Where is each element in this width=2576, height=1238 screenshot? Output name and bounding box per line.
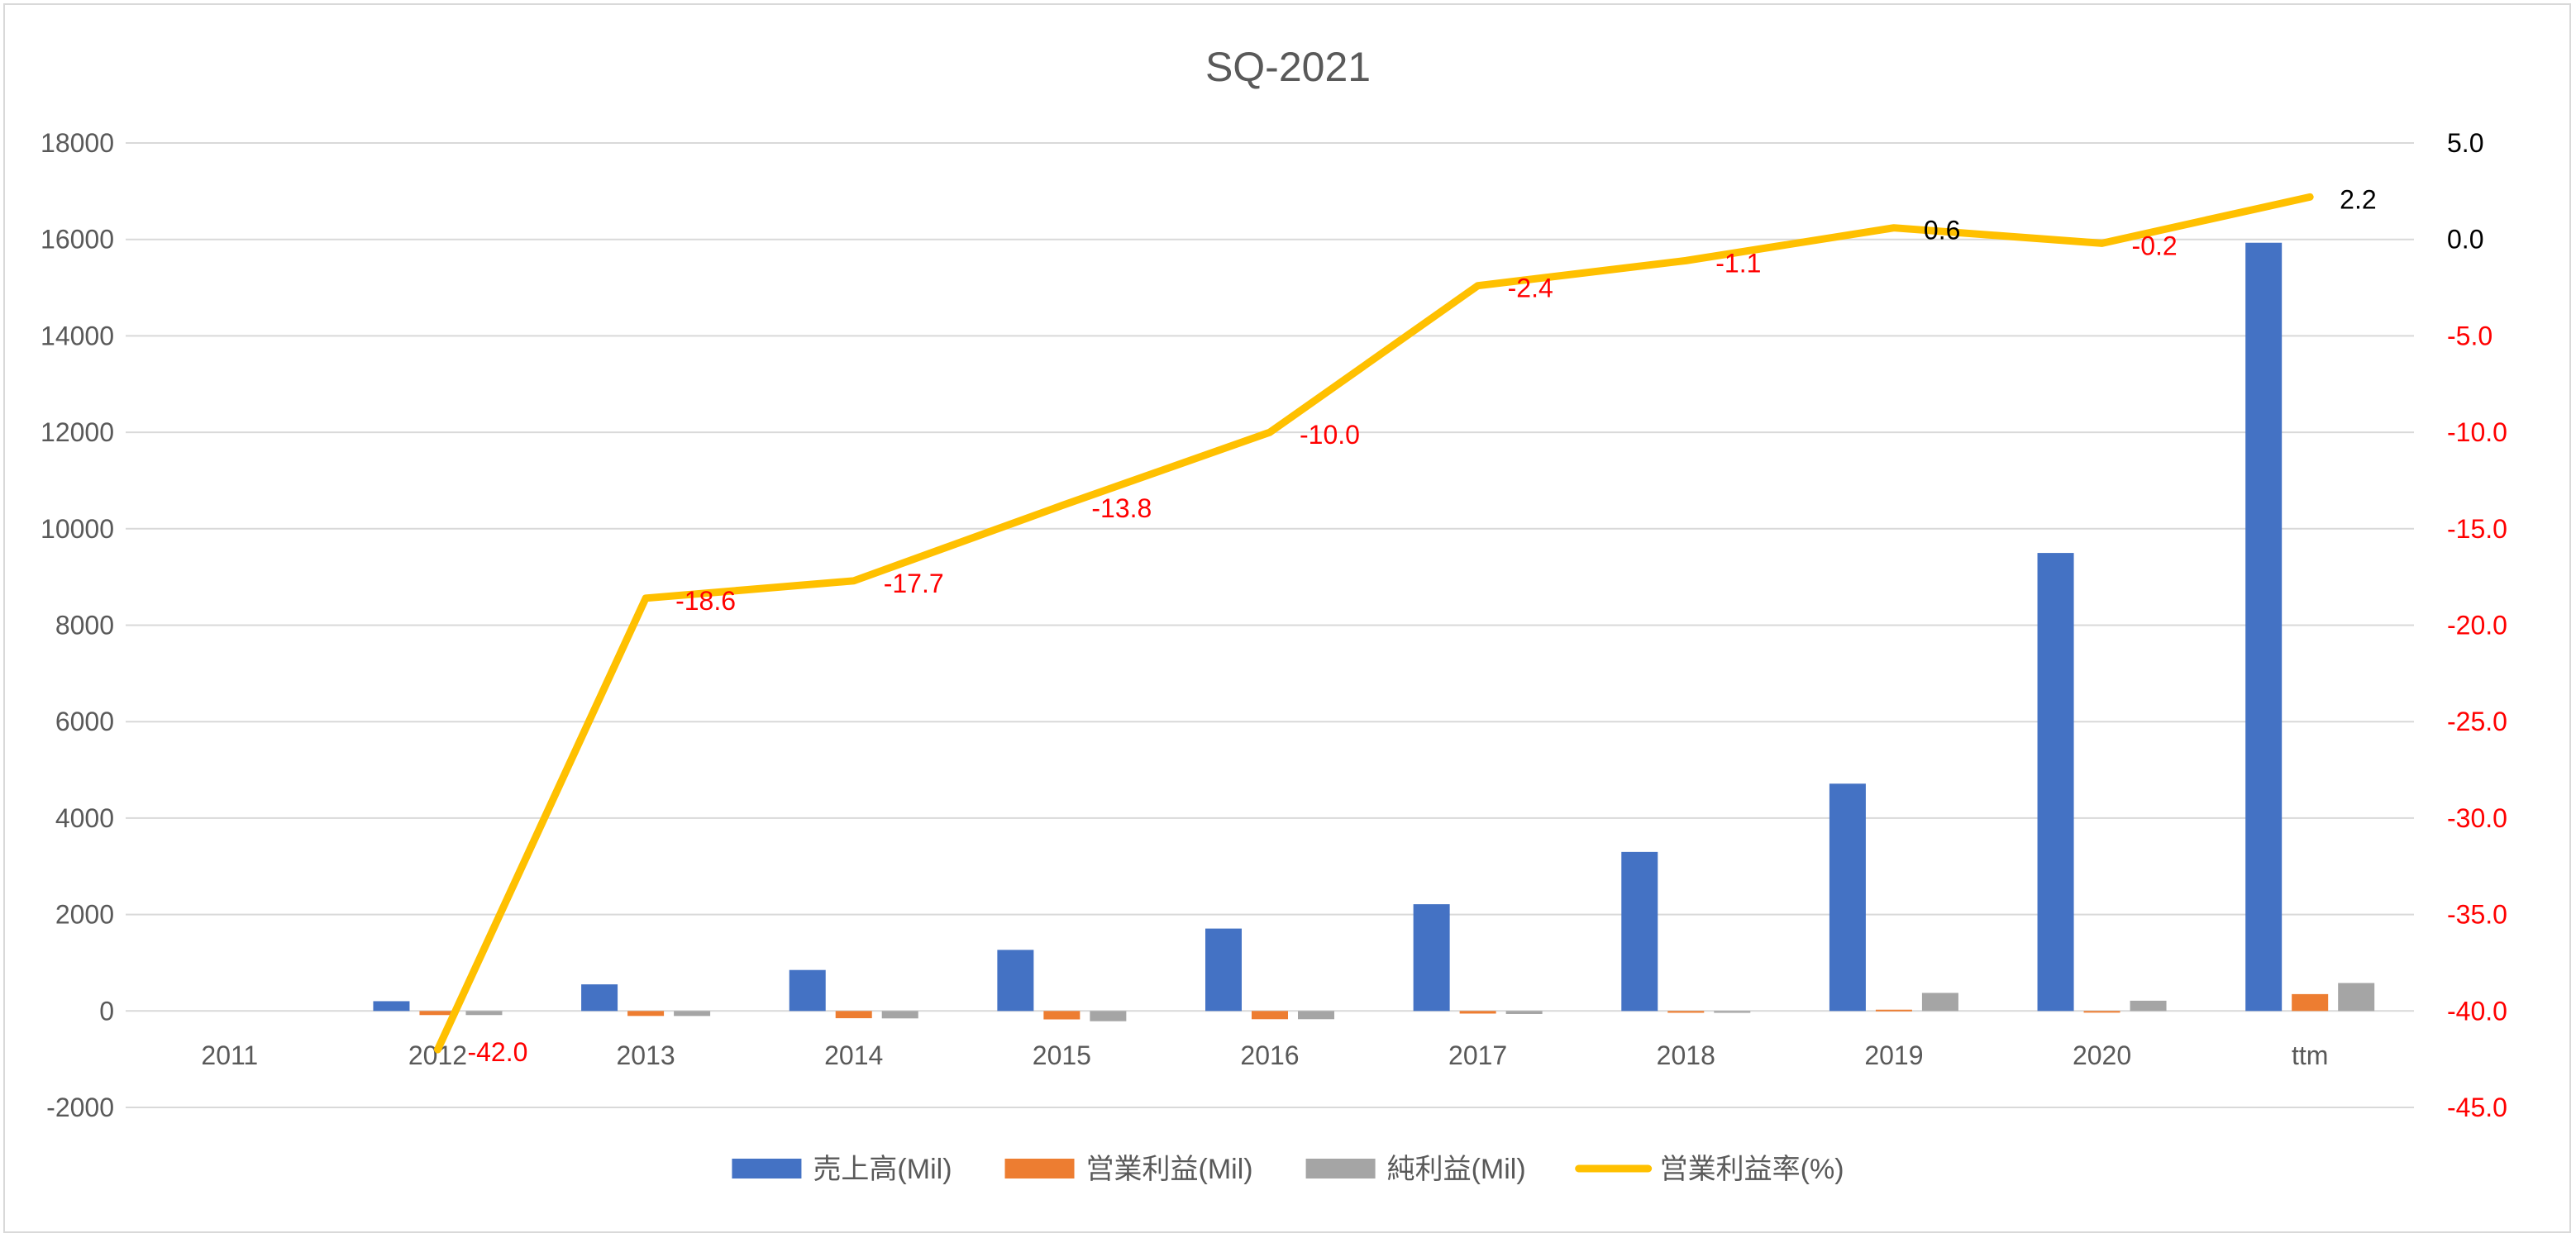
legend-label: 売上高(Mil): [813, 1154, 952, 1185]
right-tick-label: -40.0: [2447, 996, 2507, 1026]
bar: [2245, 242, 2283, 1012]
left-tick-label: 8000: [55, 611, 114, 640]
bar: [2130, 1000, 2167, 1012]
legend-swatch: [1004, 1159, 1075, 1178]
x-tick-label: 2014: [824, 1040, 883, 1070]
left-tick-label: 4000: [55, 803, 114, 833]
left-tick-label: 16000: [41, 225, 114, 255]
bar: [1459, 1011, 1496, 1014]
bar: [1714, 1011, 1751, 1013]
right-tick-label: -5.0: [2447, 321, 2493, 350]
bar: [2037, 553, 2074, 1012]
bar: [881, 1011, 918, 1019]
left-tick-label: 10000: [41, 514, 114, 544]
x-tick-label: 2016: [1240, 1040, 1299, 1070]
bar: [2338, 983, 2375, 1012]
left-tick-label: -2000: [46, 1093, 114, 1122]
x-tick-label: 2011: [201, 1040, 258, 1070]
right-axis-ticks: -45.0 -40.0 -35.0 -30.0 -25.0 -20.0 -15.0 -10.0…: [2447, 128, 2507, 1122]
legend-swatch: [732, 1159, 802, 1178]
bar: [465, 1011, 503, 1016]
bar: [1829, 783, 1866, 1012]
margin-data-label: -13.8: [1091, 493, 1152, 523]
margin-line-path: [433, 193, 2314, 1054]
legend: 売上高(Mil) 営業利益(Mil) 純利益(Mil) 営業利益率(%): [732, 1154, 1844, 1185]
x-axis-ticks: 2011 2012 2013 2014 2015 2016 2017 2018 2019 2020…: [201, 1040, 2328, 1070]
margin-data-label: -0.2: [2132, 231, 2178, 260]
margin-data-label: -17.7: [884, 569, 944, 598]
chart-title: SQ-2021: [1205, 44, 1371, 90]
gridlines: [126, 142, 2414, 1108]
bar: [1043, 1011, 1080, 1020]
bar: [1298, 1011, 1334, 1020]
margin-line: [433, 193, 2314, 1054]
bar: [789, 969, 826, 1012]
bar: [1621, 851, 1658, 1012]
margin-data-label: -18.6: [675, 586, 736, 616]
bar: [627, 1011, 665, 1017]
left-tick-label: 18000: [41, 128, 114, 158]
right-tick-label: -10.0: [2447, 417, 2507, 447]
x-tick-label: 2018: [1657, 1040, 1715, 1070]
right-tick-label: -45.0: [2447, 1093, 2507, 1122]
x-tick-label: 2013: [616, 1040, 675, 1070]
bar: [419, 1011, 456, 1016]
bar: [2083, 1011, 2120, 1013]
bar: [835, 1011, 872, 1019]
x-tick-label: 2015: [1033, 1040, 1091, 1070]
bar: [1205, 928, 1242, 1012]
right-tick-label: -30.0: [2447, 803, 2507, 833]
bar: [674, 1011, 711, 1017]
chart-frame: [3, 3, 2571, 1233]
bar: [1505, 1011, 1543, 1014]
x-tick-label: 2020: [2073, 1040, 2131, 1070]
left-tick-label: 12000: [41, 417, 114, 447]
legend-label: 営業利益(Mil): [1086, 1154, 1253, 1185]
margin-data-label: 0.6: [1924, 216, 1960, 245]
right-tick-label: 5.0: [2447, 128, 2483, 158]
bar: [1252, 1011, 1288, 1020]
right-tick-label: -20.0: [2447, 611, 2507, 640]
legend-swatch: [1305, 1159, 1376, 1178]
margin-data-label: -1.1: [1715, 248, 1761, 278]
legend-item: 営業利益率(%): [1575, 1154, 1844, 1185]
left-axis-ticks: -2000 0 2000 4000 6000 8000 10000 12000 14000 160…: [41, 128, 114, 1122]
bar: [1921, 993, 1958, 1012]
bar: [1667, 1011, 1705, 1013]
bar: [1413, 904, 1450, 1012]
legend-label: 営業利益率(%): [1660, 1154, 1844, 1185]
right-tick-label: -25.0: [2447, 707, 2507, 736]
left-tick-label: 2000: [55, 900, 114, 930]
margin-data-label: -10.0: [1300, 420, 1360, 450]
bar: [1090, 1011, 1127, 1021]
left-tick-label: 14000: [41, 321, 114, 350]
left-tick-label: 0: [99, 996, 114, 1026]
legend-item: 営業利益(Mil): [1004, 1154, 1253, 1185]
right-tick-label: -35.0: [2447, 900, 2507, 930]
bar: [2292, 993, 2329, 1012]
bar: [373, 1001, 410, 1012]
bar: [997, 950, 1034, 1012]
margin-data-label: 2.2: [2340, 184, 2376, 214]
margin-data-label: -2.4: [1508, 274, 1553, 303]
legend-item: 売上高(Mil): [732, 1154, 952, 1185]
right-tick-label: -15.0: [2447, 514, 2507, 544]
data-labels: -42.0 -18.6 -17.7 -13.8 -10.0 -2.4 -1.1 0.6 -0.2…: [467, 184, 2376, 1067]
x-tick-label: ttm: [2292, 1040, 2328, 1070]
x-tick-label: 2017: [1448, 1040, 1507, 1070]
left-tick-label: 6000: [55, 707, 114, 736]
right-tick-label: 0.0: [2447, 225, 2483, 255]
margin-data-label: -42.0: [467, 1037, 527, 1067]
legend-label: 純利益(Mil): [1387, 1154, 1526, 1185]
bars: [373, 242, 2375, 1021]
legend-item: 純利益(Mil): [1305, 1154, 1526, 1185]
bar: [581, 984, 618, 1012]
bar: [1875, 1009, 1912, 1012]
x-tick-label: 2019: [1864, 1040, 1923, 1070]
